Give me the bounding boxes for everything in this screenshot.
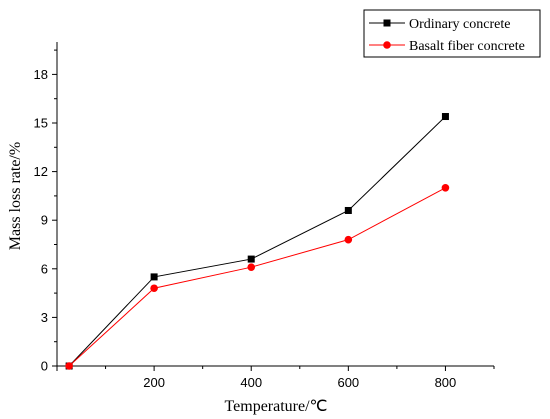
legend-item: Ordinary concrete <box>369 17 510 32</box>
y-axis-title: Mass loss rate/% <box>7 142 24 250</box>
data-point-circle <box>344 235 353 244</box>
data-point-circle <box>441 184 450 192</box>
legend-label: Ordinary concrete <box>409 17 510 32</box>
x-tick-label: 800 <box>435 375 457 390</box>
x-axis-title: Temperature/℃ <box>224 398 327 415</box>
legend: Ordinary concrete Basalt fiber concrete <box>363 9 541 58</box>
x-ticks: 200 400 600 800 <box>56 366 495 390</box>
y-tick-label: 9 <box>41 213 48 228</box>
legend-box <box>363 9 541 58</box>
series-layer <box>65 113 450 370</box>
data-point-square <box>441 113 449 121</box>
x-tick-label: 400 <box>240 375 262 390</box>
series-line <box>68 116 446 367</box>
y-tick-label: 12 <box>34 164 48 179</box>
y-tick-label: 6 <box>41 261 48 276</box>
y-tick-label: 15 <box>34 116 48 131</box>
plot-frame <box>56 42 494 367</box>
x-tick-label: 600 <box>337 375 359 390</box>
series-1 <box>65 113 449 370</box>
y-ticks: 0 3 6 9 12 15 18 <box>34 49 57 374</box>
data-point-circle <box>247 263 256 271</box>
y-tick-label: 18 <box>34 67 48 82</box>
data-point-square <box>247 255 255 263</box>
legend-label: Basalt fiber concrete <box>409 39 525 54</box>
series-line <box>68 187 446 367</box>
legend-items: Ordinary concrete Basalt fiber concrete <box>369 17 525 54</box>
legend-marker-circle <box>383 41 391 49</box>
data-point-square <box>150 273 158 281</box>
series-2 <box>65 184 450 370</box>
y-tick-label: 3 <box>41 310 48 325</box>
y-tick-label: 0 <box>41 359 48 374</box>
data-point-circle <box>65 362 73 370</box>
x-tick-label: 200 <box>143 375 165 390</box>
data-point-square <box>344 206 352 214</box>
legend-item: Basalt fiber concrete <box>369 39 525 54</box>
legend-marker-square <box>383 19 391 27</box>
data-point-circle <box>150 284 158 293</box>
